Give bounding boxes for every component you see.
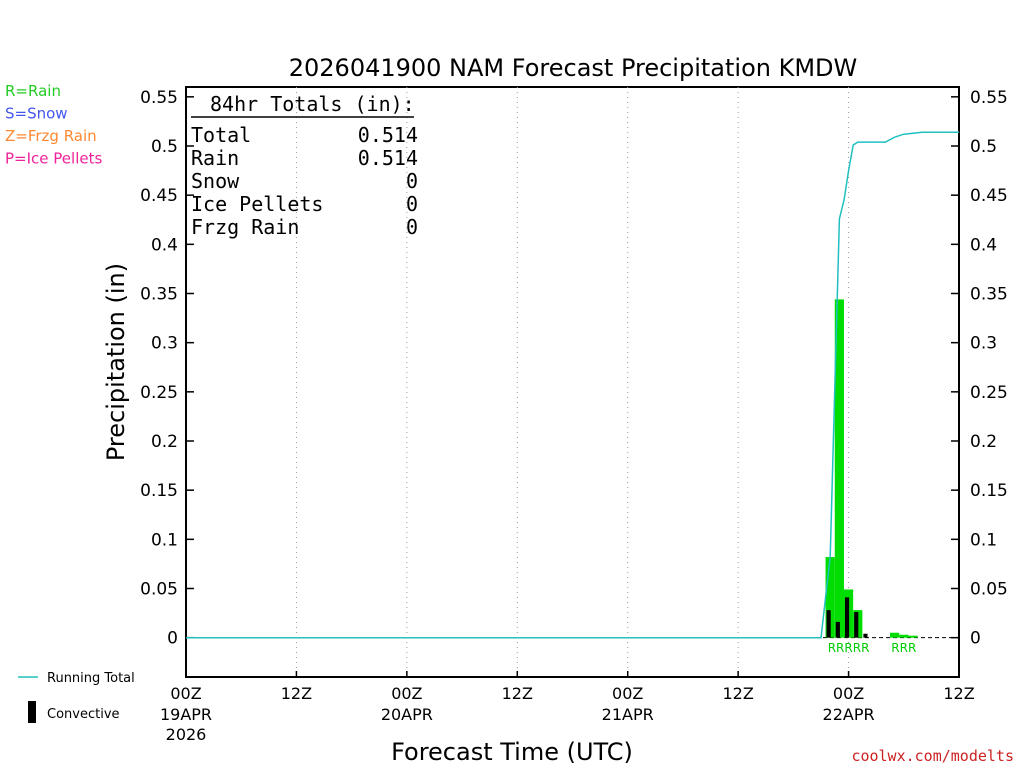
y-tick-label-right: 0.45 (970, 186, 1008, 206)
y-tick-label-right: 0.1 (970, 530, 997, 550)
x-tick-label: 00Z (833, 684, 864, 703)
y-tick-label-left: 0 (167, 629, 178, 649)
x-tick-label: 12Z (281, 684, 312, 703)
x-axis-label: Forecast Time (UTC) (391, 738, 633, 766)
x-tick-date: 20APR (381, 705, 433, 724)
y-tick-label-left: 0.35 (140, 285, 178, 305)
totals-rows: Total 0.514 Rain 0.514 Snow 0 Ice Pellets 0 Frzg… (191, 123, 418, 239)
y-tick-label-left: 0.2 (151, 432, 178, 452)
rain-bar (899, 634, 909, 638)
y-tick-label-left: 0.4 (151, 235, 178, 255)
x-tick-date: 22APR (823, 705, 875, 724)
y-tick-label-right: 0 (970, 629, 981, 649)
totals-header: 84hr Totals (in): (210, 92, 415, 116)
convective-bar (835, 621, 840, 638)
y-axis-label: Precipitation (in) (102, 263, 130, 461)
ptype-markers: RRRRR RRR (828, 641, 917, 655)
y-tick-label-right: 0.15 (970, 481, 1008, 501)
y-tick-label-left: 0.15 (140, 481, 178, 501)
convective-legend-label: Convective (47, 707, 120, 722)
x-tick-label: 12Z (943, 684, 974, 703)
totals-row-value: 0 (406, 215, 418, 239)
ptype-legend-item: Z=Frzg Rain (5, 127, 97, 145)
ptype-marker: RRRRR (828, 641, 870, 655)
convective-bar (844, 597, 850, 638)
ptype-marker: RRR (891, 641, 916, 655)
y-tick-label-left: 0.55 (140, 88, 178, 108)
running-total (186, 131, 959, 639)
totals-row-value: 0 (406, 192, 418, 216)
x-tick-label: 12Z (722, 684, 753, 703)
totals-row-label: Frzg Rain (191, 215, 299, 239)
y-tick-label-left: 0.45 (140, 186, 178, 206)
y-tick-label-left: 0.05 (140, 580, 178, 600)
y-tick-label-right: 0.35 (970, 285, 1008, 305)
y-tick-label-left: 0.1 (151, 530, 178, 550)
totals-row-label: Total (191, 123, 251, 147)
totals-row-label: Snow (191, 169, 240, 193)
y-tick-label-right: 0.3 (970, 334, 997, 354)
y-tick-label-right: 0.05 (970, 580, 1008, 600)
totals-row-label: Rain (191, 146, 239, 170)
y-tick-label-right: 0.25 (970, 383, 1008, 403)
rain-bar (908, 635, 918, 638)
x-tick-label: 12Z (502, 684, 533, 703)
y-tick-label-right: 0.55 (970, 88, 1008, 108)
credit-text: coolwx.com/modelts (851, 747, 1014, 765)
y-axis-ticks: 0 00.05 0.050.1 0.10.15 0.150.2 0.20.25 0.250.… (140, 88, 1008, 649)
y-tick-label-right: 0.2 (970, 432, 997, 452)
y-tick-label-right: 0.4 (970, 235, 997, 255)
totals-row-value: 0.514 (358, 146, 418, 170)
bars (825, 299, 918, 638)
rain-bar (889, 632, 900, 638)
totals-row-value: 0 (406, 169, 418, 193)
running-total-line (186, 131, 959, 639)
x-tick-date: 21APR (602, 705, 654, 724)
convective-bar (826, 610, 831, 638)
rain-bar (825, 557, 835, 638)
ptype-legend: R=Rain S=Snow Z=Frzg Rain P=Ice Pellets (5, 82, 102, 168)
y-tick-label-left: 0.3 (151, 334, 178, 354)
ptype-legend-item: R=Rain (5, 82, 61, 100)
x-tick-label: 00Z (612, 684, 643, 703)
chart-title: 2026041900 NAM Forecast Precipitation KM… (289, 54, 858, 82)
y-tick-label-right: 0.5 (970, 137, 997, 157)
rain-bar (834, 299, 844, 638)
x-tick-date: 19APR (160, 705, 212, 724)
convective-bar (854, 612, 859, 638)
totals-row-value: 0.514 (358, 123, 418, 147)
running-total-legend-label: Running Total (47, 671, 135, 686)
totals-box: 84hr Totals (in): Total 0.514 Rain 0.514 Sno… (191, 92, 418, 239)
ptype-legend-item: P=Ice Pellets (5, 150, 102, 168)
y-tick-label-left: 0.5 (151, 137, 178, 157)
x-tick-year: 2026 (166, 725, 207, 744)
x-tick-label: 00Z (391, 684, 422, 703)
convective-legend-swatch (28, 701, 36, 723)
ptype-legend-item: S=Snow (5, 105, 68, 123)
y-tick-label-left: 0.25 (140, 383, 178, 403)
convective-bar (863, 633, 868, 638)
plot-frame (185, 86, 960, 678)
x-tick-label: 00Z (170, 684, 201, 703)
totals-row-label: Ice Pellets (191, 192, 323, 216)
